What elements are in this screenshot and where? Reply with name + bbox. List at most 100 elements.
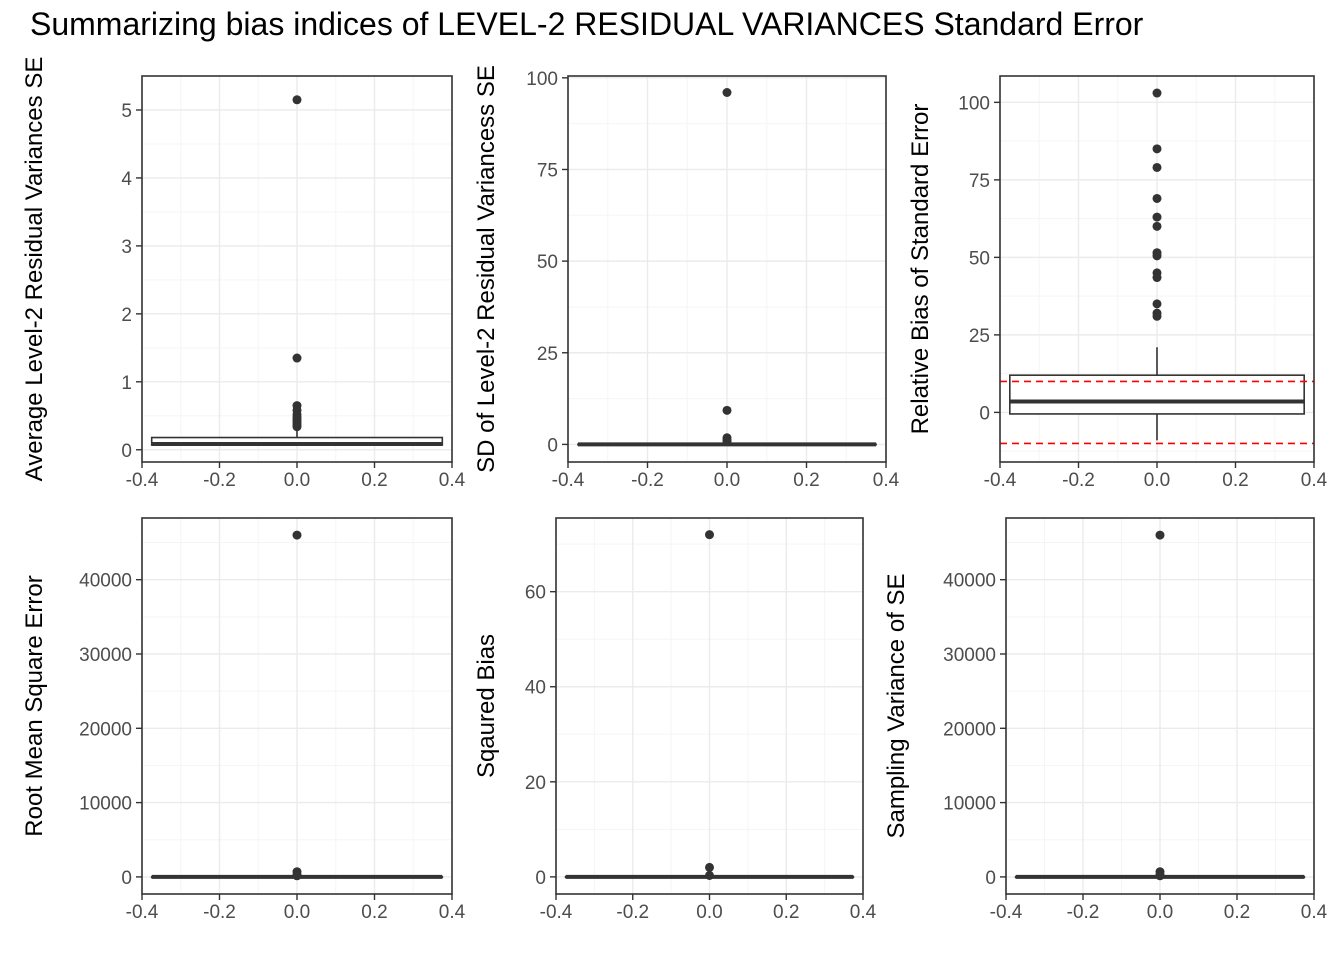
outlier-point <box>292 871 302 881</box>
outlier-point <box>1152 212 1162 222</box>
x-tick-label: -0.4 <box>126 902 159 923</box>
y-axis-title: Root Mean Square Error <box>21 575 48 836</box>
x-tick-label: 0.2 <box>1224 902 1250 923</box>
outlier-point <box>722 87 732 97</box>
y-tick-label: 50 <box>969 248 990 269</box>
outlier-point <box>705 530 714 540</box>
plot-area <box>1014 530 1306 881</box>
y-tick-label: 75 <box>537 160 558 181</box>
y-tick-label: 10000 <box>79 794 132 815</box>
y-tick-label: 30000 <box>79 645 132 666</box>
x-tick-label: 0.0 <box>714 470 740 491</box>
x-tick-label: 0.2 <box>361 470 387 491</box>
y-tick-label: 40 <box>525 678 546 699</box>
outlier-point <box>292 422 302 432</box>
y-tick-label: 100 <box>958 93 990 114</box>
x-tick-label: 0.0 <box>284 470 310 491</box>
outlier-point <box>1152 299 1162 309</box>
y-tick-label: 25 <box>537 344 558 365</box>
y-tick-label: 0 <box>535 868 546 889</box>
outlier-point <box>1152 193 1162 203</box>
y-tick-label: 0 <box>979 403 990 424</box>
panel-2: -0.4 -0.2 0.0 0.2 0.4 0 25 50 75 100 SD of Level-2… <box>473 65 900 491</box>
y-axis-title: SD of Level-2 Residual Variancess SE <box>473 65 500 473</box>
plot-area <box>1000 88 1314 445</box>
outlier-point <box>292 530 302 540</box>
panel-3: -0.4 -0.2 0.0 0.2 0.4 0 25 50 75 100 Relative Bias… <box>907 75 1328 491</box>
y-tick-label: 2 <box>121 305 132 326</box>
outlier-point <box>1152 88 1162 98</box>
x-tick-label: -0.4 <box>990 902 1023 923</box>
outlier-point <box>705 862 714 872</box>
outlier-point <box>1155 871 1165 881</box>
y-tick-label: 100 <box>526 69 558 90</box>
x-tick-label: -0.4 <box>540 902 573 923</box>
y-tick-label: 60 <box>525 583 546 604</box>
x-tick-label: 0.4 <box>1301 470 1328 491</box>
x-tick-label: 0.4 <box>439 902 466 923</box>
y-tick-label: 10000 <box>943 794 996 815</box>
x-tick-label: 0.2 <box>773 902 799 923</box>
outlier-point <box>1152 311 1162 321</box>
y-axis-title: Average Level-2 Residual Variances SE <box>21 57 48 482</box>
x-tick-label: 0.4 <box>1301 902 1328 923</box>
y-tick-label: 50 <box>537 252 558 273</box>
y-axis-title: Relative Bias of Standard Error <box>907 104 934 435</box>
x-tick-label: -0.4 <box>984 470 1017 491</box>
panel-6: -0.4 -0.2 0.0 0.2 0.4 0 10000 20000 30000 40000 Sa… <box>883 517 1328 923</box>
x-tick-label: 0.4 <box>873 470 900 491</box>
x-tick-label: 0.4 <box>850 902 877 923</box>
x-tick-label: -0.2 <box>616 902 649 923</box>
y-tick-label: 1 <box>121 373 132 394</box>
x-tick-label: 0.4 <box>439 470 466 491</box>
x-tick-label: 0.2 <box>1222 470 1248 491</box>
y-tick-label: 75 <box>969 171 990 192</box>
x-tick-label: 0.0 <box>1144 470 1170 491</box>
outlier-point <box>1152 221 1162 231</box>
y-tick-label: 25 <box>969 326 990 347</box>
y-tick-label: 20000 <box>943 719 996 740</box>
y-tick-label: 3 <box>121 237 132 258</box>
y-tick-label: 0 <box>547 435 558 456</box>
x-tick-label: -0.2 <box>203 902 236 923</box>
x-tick-label: -0.4 <box>552 470 585 491</box>
y-tick-label: 20 <box>525 773 546 794</box>
outlier-point <box>705 870 714 880</box>
outlier-point <box>1152 144 1162 154</box>
plot-area <box>150 95 444 446</box>
y-tick-label: 40000 <box>79 571 132 592</box>
x-tick-label: 0.0 <box>284 902 310 923</box>
y-tick-label: 0 <box>985 868 996 889</box>
x-tick-label: -0.2 <box>631 470 664 491</box>
x-tick-label: -0.2 <box>1062 470 1095 491</box>
x-tick-label: -0.2 <box>203 470 236 491</box>
y-tick-label: 40000 <box>943 571 996 592</box>
y-tick-label: 0 <box>121 868 132 889</box>
plot-area <box>577 87 877 447</box>
outlier-point <box>1152 162 1162 172</box>
page-title: Summarizing bias indices of LEVEL-2 RESI… <box>30 6 1144 42</box>
x-tick-label: 0.2 <box>793 470 819 491</box>
y-tick-label: 20000 <box>79 719 132 740</box>
x-tick-label: 0.0 <box>696 902 722 923</box>
y-tick-label: 4 <box>121 169 132 190</box>
outlier-point <box>722 405 732 415</box>
x-tick-label: 0.2 <box>361 902 387 923</box>
y-axis-title: Sqaured Bias <box>473 634 500 778</box>
panel-5: -0.4 -0.2 0.0 0.2 0.4 0 20 40 60 Sqaured Bias <box>473 517 877 923</box>
plot-area <box>564 530 855 880</box>
plot-area <box>150 530 444 881</box>
x-tick-label: 0.0 <box>1147 902 1173 923</box>
x-tick-label: -0.4 <box>126 470 159 491</box>
panel-1: -0.4 -0.2 0.0 0.2 0.4 0 1 2 3 4 5 Average Level-2 R… <box>21 57 466 491</box>
y-axis-title: Sampling Variance of SE <box>883 573 910 838</box>
outlier-point <box>722 436 732 446</box>
panel-4: -0.4 -0.2 0.0 0.2 0.4 0 10000 20000 30000 40000 Ro… <box>21 517 466 923</box>
outlier-point <box>1155 530 1165 540</box>
outlier-point <box>292 95 302 105</box>
y-tick-label: 30000 <box>943 645 996 666</box>
y-tick-label: 0 <box>121 441 132 462</box>
y-tick-label: 5 <box>121 101 132 122</box>
